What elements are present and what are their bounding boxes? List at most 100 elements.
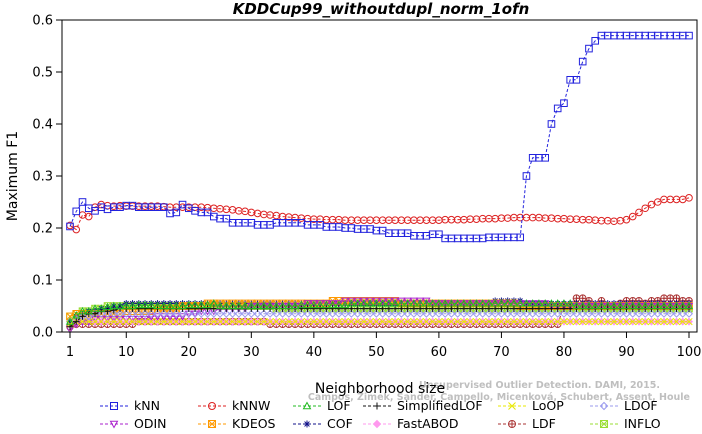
series-line-loop <box>69 321 689 325</box>
point-ldof <box>653 309 662 318</box>
point-simplifiedlof <box>329 305 336 312</box>
point-lof <box>491 299 500 307</box>
y-tick-label: 0.2 <box>32 222 53 237</box>
legend-label-simplifiedlof: SimplifiedLOF <box>397 398 483 413</box>
point-lof <box>647 301 656 310</box>
point-lof <box>309 300 318 309</box>
point-lof <box>265 301 275 310</box>
point-ldof <box>453 309 462 318</box>
x-tick-label: 30 <box>243 345 260 360</box>
point-cof <box>147 300 155 307</box>
point-odin <box>353 297 362 306</box>
legend-label-kdeos: KDEOS <box>232 416 276 431</box>
point-loop <box>135 317 143 326</box>
point-ldof <box>509 309 518 318</box>
y-axis: 0.0 0.1 0.2 0.3 0.4 0.5 0.6 <box>32 14 62 341</box>
point-lof <box>453 299 462 307</box>
point-knn <box>172 208 181 217</box>
point-loop <box>635 317 643 326</box>
point-lof <box>134 300 143 309</box>
point-loop <box>153 317 162 326</box>
point-lof <box>572 301 581 310</box>
point-loop <box>178 317 187 326</box>
point-lof <box>284 301 293 310</box>
point-loop <box>347 317 356 326</box>
point-ldof <box>253 309 262 318</box>
point-lof <box>678 301 687 310</box>
point-ldof <box>366 309 375 318</box>
point-loop <box>216 317 224 326</box>
point-loop <box>322 317 331 326</box>
point-lof <box>278 301 287 310</box>
point-lof <box>153 301 162 310</box>
point-ldof <box>241 309 250 318</box>
point-lof <box>228 301 237 310</box>
point-ldof <box>603 309 612 318</box>
point-ldof <box>234 309 243 318</box>
point-lof <box>434 299 444 307</box>
point-lof <box>215 301 225 310</box>
point-lof <box>553 299 562 307</box>
point-ldof <box>666 309 675 318</box>
point-loop <box>585 317 593 326</box>
point-lof <box>616 301 625 310</box>
point-ldof <box>659 309 668 318</box>
point-loop <box>428 317 437 326</box>
point-knn <box>210 212 218 221</box>
legend-label-loop: LoOP <box>532 398 564 413</box>
point-ldof <box>228 309 237 318</box>
series-line-knnw <box>69 197 690 231</box>
point-knnw <box>647 200 656 209</box>
point-loop <box>172 317 180 326</box>
point-ldof <box>566 309 575 318</box>
point-lof <box>603 301 612 310</box>
point-loop <box>566 317 574 326</box>
legend-marker-ldf <box>508 420 516 428</box>
point-loop <box>454 317 462 326</box>
point-loop <box>504 317 512 326</box>
point-lof <box>403 299 412 307</box>
series-line-lof <box>69 302 689 322</box>
point-lof <box>234 301 243 310</box>
point-ldof <box>484 309 493 318</box>
point-loop <box>328 317 337 326</box>
point-knn <box>572 76 581 84</box>
point-ldof <box>672 309 681 318</box>
point-loop <box>197 317 205 326</box>
point-lof <box>147 300 156 309</box>
point-lof <box>428 299 437 307</box>
point-ldof <box>178 309 187 318</box>
legend-item-inflo: INFLO <box>590 416 661 431</box>
point-lof <box>672 301 681 310</box>
legend-item-simplifiedlof: SimplifiedLOF <box>363 398 483 413</box>
point-cof <box>198 300 205 307</box>
point-loop <box>366 317 374 326</box>
point-loop <box>622 317 631 326</box>
y-tick-label: 0.5 <box>32 66 53 81</box>
legend-label-knn: kNN <box>134 398 160 413</box>
legend-label-ldof: LDOF <box>624 398 658 413</box>
point-loop <box>166 317 174 326</box>
point-odin <box>365 297 375 306</box>
point-ldof <box>528 309 537 318</box>
point-ldof <box>209 309 218 318</box>
point-lof <box>128 301 137 310</box>
point-lof <box>516 299 525 307</box>
legend-item-knn: kNN <box>100 398 160 413</box>
point-ldof <box>559 309 568 318</box>
point-ldof <box>541 309 550 318</box>
point-ldof <box>266 309 275 318</box>
point-loop <box>616 317 624 326</box>
point-simplifiedlof <box>72 318 80 325</box>
point-lof <box>628 301 637 310</box>
point-loop <box>466 317 474 326</box>
y-tick-label: 0.3 <box>32 170 53 185</box>
series-knn <box>66 31 693 243</box>
point-ldof <box>391 309 400 318</box>
point-lof <box>290 301 300 310</box>
point-loop <box>372 317 381 326</box>
point-loop <box>410 317 418 326</box>
point-loop <box>629 317 637 326</box>
point-lof <box>159 301 168 310</box>
point-loop <box>335 317 343 326</box>
